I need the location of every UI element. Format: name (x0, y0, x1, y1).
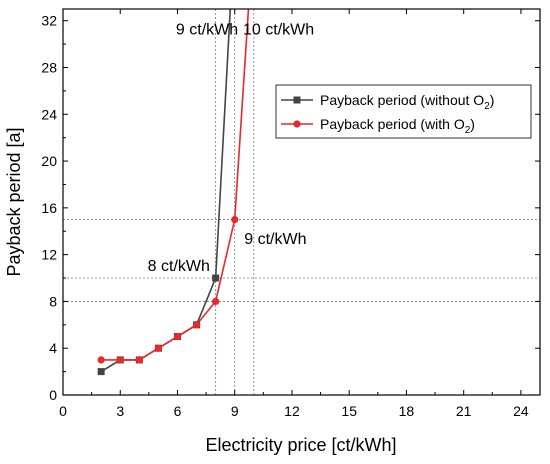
data-point (97, 368, 105, 376)
data-point (173, 332, 182, 341)
x-tick-label: 15 (341, 403, 357, 419)
y-tick-label: 16 (41, 200, 57, 216)
legend-label: Payback period (without O2) (320, 92, 494, 112)
annotation-label: 9 ct/kWh (176, 22, 238, 39)
legend-box (275, 84, 532, 139)
y-tick-label: 32 (41, 13, 57, 29)
x-axis: 0 3 6 9 12 15 18 21 24 (59, 9, 529, 419)
x-tick-label: 12 (284, 403, 300, 419)
legend-label: Payback period (with O2) (320, 116, 475, 136)
series-line (100, 9, 232, 373)
y-tick-label: 28 (41, 59, 57, 75)
data-point (192, 321, 201, 329)
data-point (154, 344, 162, 352)
y-tick-label: 8 (49, 293, 57, 309)
y-tick-label: 12 (41, 247, 57, 263)
y-tick-label: 4 (49, 340, 57, 356)
annotation-label: 8 ct/kWh (148, 258, 210, 275)
data-point (212, 274, 220, 282)
data-point (212, 297, 220, 306)
legend-marker (293, 96, 301, 104)
x-axis-title: Electricity price [ct/kWh] (205, 435, 396, 455)
data-point (97, 356, 105, 364)
legend-marker (293, 120, 301, 128)
annotation-label: 9 ct/kWh (244, 231, 306, 248)
x-tick-label: 3 (116, 403, 124, 419)
y-tick-label: 24 (41, 106, 57, 122)
y-axis: 0 4 8 12 16 20 24 28 32 (41, 13, 540, 403)
reference-lines (63, 9, 540, 395)
y-tick-label: 0 (49, 387, 57, 403)
x-tick-label: 21 (456, 403, 472, 419)
data-point (135, 356, 143, 364)
annotation-label: 10 ct/kWh (243, 22, 314, 39)
x-tick-label: 9 (231, 403, 239, 419)
series-without-o2 (97, 9, 232, 376)
series-layer (97, 9, 250, 376)
x-tick-label: 0 (59, 403, 67, 419)
series-with-o2 (97, 9, 250, 364)
plot-frame (62, 8, 541, 396)
data-point (231, 215, 239, 224)
data-point (116, 356, 124, 364)
series-line (101, 9, 250, 361)
y-axis-title: Payback period [a] (4, 127, 24, 276)
annotations: 9 ct/kWh 10 ct/kWh 8 ct/kWh 9 ct/kWh (148, 22, 314, 275)
legend: Payback period (without O2) Payback perio… (275, 84, 532, 139)
x-tick-label: 24 (513, 403, 529, 419)
y-tick-label: 20 (41, 153, 57, 169)
x-tick-label: 6 (174, 403, 182, 419)
x-tick-label: 18 (399, 403, 415, 419)
